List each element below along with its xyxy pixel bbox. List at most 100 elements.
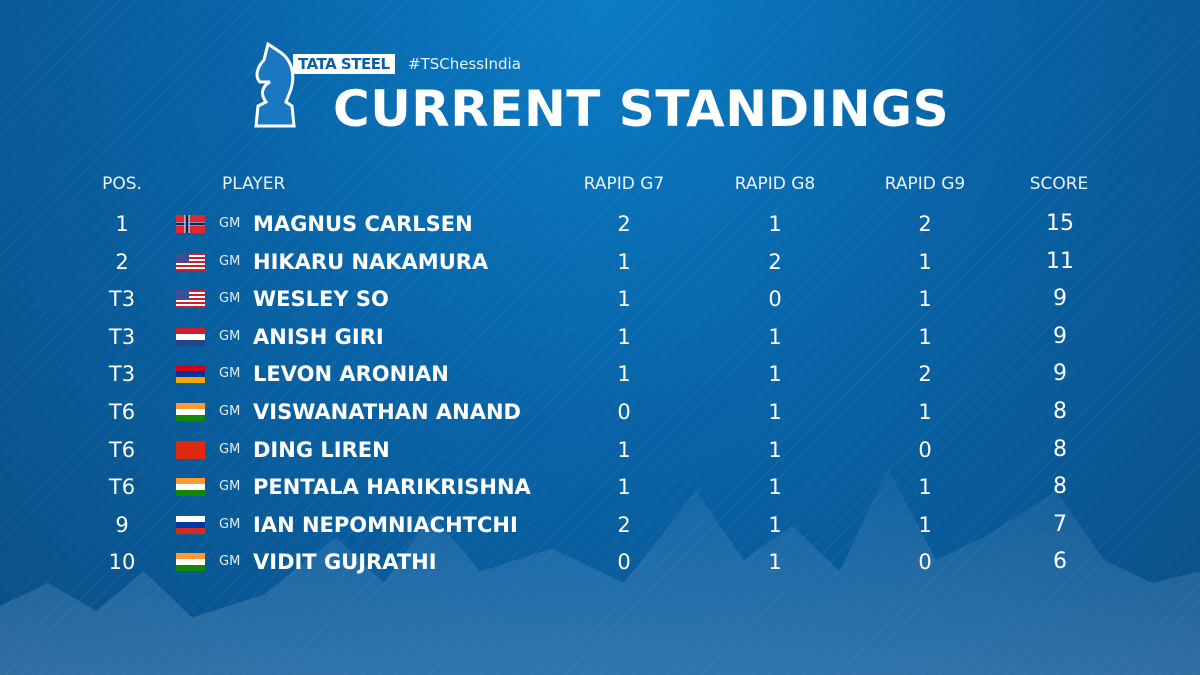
position: T6: [108, 437, 136, 462]
flag-armenia-icon: [176, 365, 205, 384]
player-title: GM: [219, 216, 241, 231]
rapid-g9-score: 0: [918, 437, 932, 462]
rapid-g8-score: 1: [768, 550, 782, 575]
position: 9: [115, 512, 129, 537]
col-header-g9: RAPID G9: [884, 174, 966, 194]
flag-russia-icon: [176, 515, 205, 534]
player-name: PENTALA HARIKRISHNA: [253, 475, 531, 500]
rapid-g7-score: 2: [617, 512, 631, 537]
flag-china-icon: [176, 440, 205, 459]
player-title: GM: [219, 253, 241, 269]
rapid-g8-score: 0: [768, 287, 782, 312]
total-score: 8: [1053, 399, 1067, 424]
player-name: ANISH GIRI: [253, 324, 384, 349]
rapid-g9-score: 1: [918, 287, 932, 312]
standings-row: 10 GM VIDIT GUJRATHI 0 1 0 6: [0, 544, 1200, 580]
rapid-g8-score: 1: [768, 400, 782, 424]
col-header-pos: POS.: [102, 174, 142, 194]
total-score: 7: [1053, 511, 1067, 537]
player-name: WESLEY SO: [253, 287, 389, 312]
total-score: 8: [1053, 436, 1067, 462]
col-header-g7: RAPID G7: [583, 174, 665, 194]
col-header-player: PLAYER: [222, 174, 286, 194]
total-score: 8: [1053, 474, 1067, 500]
player-title: GM: [219, 366, 241, 382]
flag-india-icon: [176, 553, 205, 572]
total-score: 6: [1053, 549, 1067, 575]
chess-knight-logo-icon: [254, 42, 296, 128]
page-title: CURRENT STANDINGS: [333, 80, 950, 138]
rapid-g9-score: 0: [918, 550, 932, 575]
player-title: GM: [219, 516, 241, 532]
rapid-g9-score: 2: [918, 362, 932, 387]
total-score: 15: [1046, 211, 1074, 236]
standings-row: T3 GM WESLEY SO 1 0 1 9: [0, 281, 1200, 317]
col-header-g8: RAPID G8: [734, 174, 816, 194]
position: 2: [115, 249, 129, 274]
player-name: MAGNUS CARLSEN: [253, 212, 473, 236]
player-name: HIKARU NAKAMURA: [253, 249, 489, 274]
player-title: GM: [219, 554, 241, 570]
rapid-g9-score: 1: [918, 249, 932, 274]
standings-row: 2 GM HIKARU NAKAMURA 1 2 1 11: [0, 244, 1200, 280]
player-name: IAN NEPOMNIACHTCHI: [253, 512, 518, 537]
rapid-g7-score: 0: [617, 550, 631, 575]
rapid-g7-score: 1: [617, 362, 631, 387]
col-header-score: SCORE: [1029, 174, 1089, 194]
player-name: DING LIREN: [253, 437, 390, 462]
rapid-g7-score: 2: [617, 212, 631, 236]
flag-india-icon: [176, 403, 205, 421]
player-name: LEVON ARONIAN: [253, 362, 449, 387]
player-title: GM: [219, 328, 241, 344]
player-title: GM: [219, 441, 241, 457]
position: T3: [108, 324, 136, 349]
standings-row: T3 GM ANISH GIRI 1 1 1 9: [0, 319, 1200, 355]
rapid-g9-score: 1: [918, 475, 932, 500]
position: T6: [108, 400, 136, 424]
standings-row: T3 GM LEVON ARONIAN 1 1 2 9: [0, 356, 1200, 392]
total-score: 9: [1053, 361, 1067, 387]
standings-row: 1 GM MAGNUS CARLSEN 2 1 2 15: [0, 206, 1200, 242]
rapid-g9-score: 1: [918, 400, 932, 424]
rapid-g7-score: 1: [617, 324, 631, 349]
flag-norway-icon: [176, 215, 205, 233]
standings-row: T6 GM DING LIREN 1 1 0 8: [0, 432, 1200, 468]
rapid-g8-score: 1: [768, 475, 782, 500]
flag-usa-icon: [176, 252, 205, 271]
total-score: 9: [1053, 286, 1067, 312]
rapid-g8-score: 1: [768, 437, 782, 462]
flag-usa-icon: [176, 290, 205, 309]
player-name: VISWANATHAN ANAND: [253, 400, 521, 424]
rapid-g8-score: 2: [768, 249, 782, 274]
player-title: GM: [219, 291, 241, 307]
position: T3: [108, 362, 136, 387]
position: T6: [108, 475, 136, 500]
standings-row: 9 GM IAN NEPOMNIACHTCHI 2 1 1 7: [0, 507, 1200, 543]
player-name: VIDIT GUJRATHI: [253, 550, 437, 575]
rapid-g7-score: 1: [617, 475, 631, 500]
flag-netherlands-icon: [176, 327, 205, 346]
position: 10: [108, 550, 136, 575]
rapid-g7-score: 1: [617, 249, 631, 274]
rapid-g7-score: 0: [617, 400, 631, 424]
position: T3: [108, 287, 136, 312]
rapid-g9-score: 1: [918, 324, 932, 349]
rapid-g9-score: 2: [918, 212, 932, 236]
rapid-g8-score: 1: [768, 324, 782, 349]
rapid-g7-score: 1: [617, 287, 631, 312]
rapid-g7-score: 1: [617, 437, 631, 462]
rapid-g8-score: 1: [768, 212, 782, 236]
standings-row: T6 GM PENTALA HARIKRISHNA 1 1 1 8: [0, 469, 1200, 505]
rapid-g9-score: 1: [918, 512, 932, 537]
standings-row: T6 GM VISWANATHAN ANAND 0 1 1 8: [0, 394, 1200, 430]
brand-logo: TATA STEEL: [293, 54, 395, 74]
hashtag: #TSChessIndia: [408, 55, 521, 73]
rapid-g8-score: 1: [768, 512, 782, 537]
total-score: 11: [1046, 248, 1074, 274]
position: 1: [115, 212, 129, 236]
total-score: 9: [1053, 323, 1067, 349]
rapid-g8-score: 1: [768, 362, 782, 387]
player-title: GM: [219, 404, 241, 419]
player-title: GM: [219, 479, 241, 495]
flag-india-icon: [176, 478, 205, 497]
